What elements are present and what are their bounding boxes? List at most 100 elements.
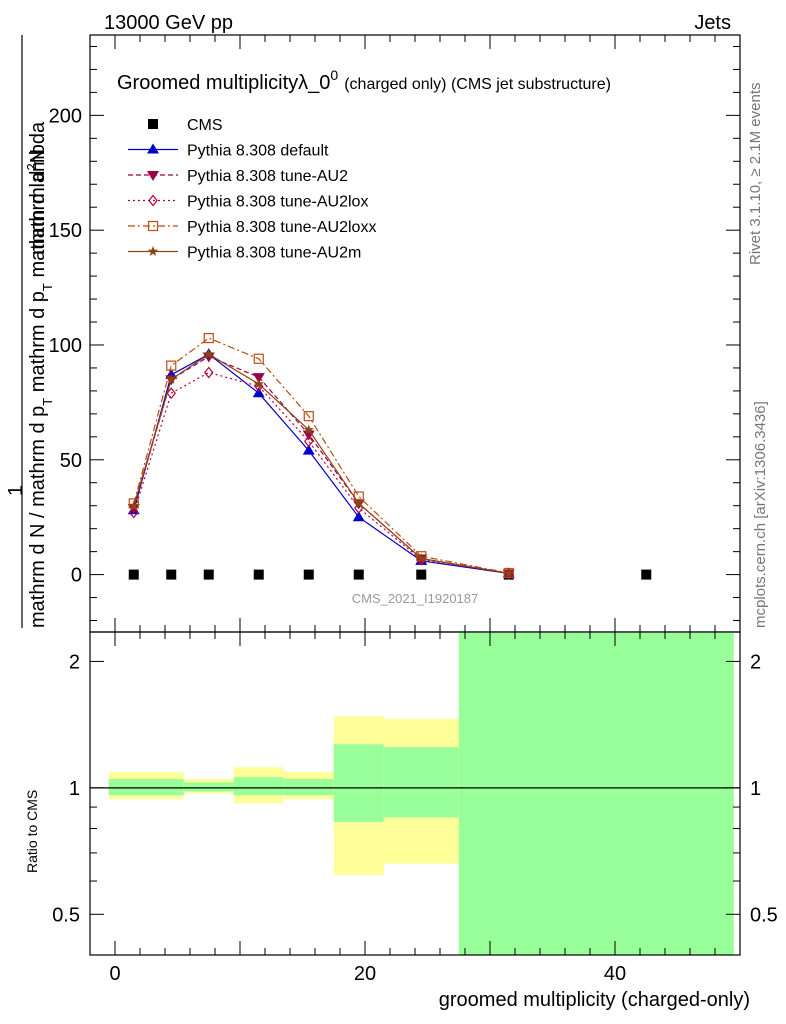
data-point [166, 360, 177, 371]
x-tick-label: 20 [354, 963, 376, 985]
data-point [203, 348, 214, 359]
ylabel-denominator: mathrm d N / mathrm d pT mathrm d pT mat… [27, 121, 55, 628]
legend-marker [147, 171, 159, 181]
plot-title: Groomed multiplicityλ_00 (charged only) (… [117, 67, 611, 94]
legend-marker [147, 143, 159, 154]
data-point [503, 567, 514, 578]
legend-label: Pythia 8.308 tune-AU2m [187, 245, 361, 262]
ratio-plot-panel: 0.5 0.51 12 20 20 40 Ratio to CMS groomed mul… [24, 631, 778, 1011]
legend-marker [147, 246, 159, 256]
ratio-bands [108, 632, 734, 955]
data-point [253, 569, 264, 580]
series-line [133, 353, 509, 574]
data-point [166, 373, 177, 384]
rivet-label: Rivet 3.1.10, ≥ 2.1M events [747, 83, 764, 266]
ylabel-numerator: mathrm d2N [24, 149, 49, 255]
ylabel-top: 1 [5, 485, 27, 496]
ratio-y-tick-label-right: 2 [750, 651, 761, 673]
legend-marker [147, 220, 159, 232]
series-5 [128, 348, 514, 578]
x-axis-label: groomed multiplicity (charged-only) [439, 989, 750, 1011]
data-point [353, 497, 364, 508]
main-y-axis-label: 1 mathrm d2N mathrm d N / mathrm d pT ma… [5, 35, 55, 628]
plot-title-main: Groomed multiplicityλ_0 [117, 72, 330, 94]
process-label: Jets [694, 12, 731, 34]
data-point [127, 504, 140, 515]
ratio-y-tick-label-right: 0.5 [750, 904, 778, 926]
legend-label: Pythia 8.308 tune-AU2loxx [187, 219, 376, 236]
stat-band [233, 777, 284, 796]
ylabel-den-sub2: T [40, 283, 55, 291]
x-tick-label: 40 [604, 963, 626, 985]
watermark: CMS_2021_I1920187 [352, 591, 479, 606]
collision-label: 13000 GeV pp [104, 12, 233, 34]
main-y-ticks: 0 50 100 150 200 [49, 45, 740, 622]
y-tick-label: 100 [49, 335, 82, 357]
data-point [353, 569, 364, 580]
series-line [133, 337, 509, 574]
y-tick-label: 50 [60, 450, 82, 472]
plot-title-tail: (charged only) (CMS jet substructure) [344, 76, 611, 93]
data-point [302, 444, 315, 455]
data-point [253, 353, 264, 364]
data-point [352, 511, 365, 522]
ratio-y-tick-label-right: 1 [750, 778, 761, 800]
ylabel-den-text: mathrm d N / mathrm d p [27, 406, 49, 628]
ratio-y-label: Ratio to CMS [24, 790, 40, 873]
data-point [416, 569, 427, 580]
series-line [133, 371, 509, 574]
data-point [303, 411, 314, 422]
data-point [128, 500, 139, 511]
stat-band [108, 778, 184, 796]
y-tick-label: 150 [49, 220, 82, 242]
ylabel-num-text: mathrm d [27, 171, 49, 255]
data-point [303, 424, 314, 435]
y-tick-label: 0 [71, 565, 82, 587]
stat-band [283, 778, 334, 796]
series-line [133, 355, 509, 574]
data-point [252, 373, 265, 384]
stat-band [458, 632, 734, 955]
ratio-y-tick-label: 1 [69, 778, 80, 800]
data-point [203, 332, 214, 344]
legend-label: Pythia 8.308 tune-AU2lox [187, 194, 368, 211]
data-point [303, 435, 314, 448]
ylabel-den-sub: T [40, 398, 55, 406]
stat-band [183, 782, 234, 792]
data-point [416, 553, 427, 563]
legend-label: CMS [187, 117, 223, 134]
ratio-y-tick-label: 2 [69, 651, 80, 673]
data-point [128, 506, 139, 519]
legend: CMS Pythia 8.308 default Pythia 8.308 tune… [128, 117, 376, 262]
ylabel-num-sup: 2 [24, 163, 39, 170]
ylabel-den-tail: mathrm d p [27, 291, 49, 398]
data-point [203, 569, 214, 580]
data-point [253, 378, 264, 389]
stat-band [333, 744, 384, 822]
stat-band [383, 747, 459, 818]
series-1 [127, 348, 515, 578]
data-point [166, 569, 177, 580]
ylabel-den-tail2: mathrm d lambda [27, 121, 49, 283]
main-plot-panel: 0 50 100 150 200 CMS_2021_I1920187 Groomed m… [49, 34, 741, 633]
ylabel-num-tail: N [27, 149, 49, 163]
x-tick-label: 0 [109, 963, 120, 985]
main-x-ticks [114, 35, 716, 632]
data-point [203, 366, 214, 379]
legend-label: Pythia 8.308 tune-AU2 [187, 168, 348, 185]
legend-marker [148, 194, 158, 207]
ratio-ticks: 0.5 0.51 12 20 20 40 [52, 632, 778, 985]
data-point [202, 352, 215, 363]
series-0 [128, 569, 652, 580]
series-3 [128, 366, 514, 580]
data-point [303, 569, 314, 580]
series-layer [127, 332, 652, 580]
ratio-y-tick-label: 0.5 [52, 904, 80, 926]
ratio-plot-frame [89, 631, 741, 956]
legend-marker [148, 119, 158, 129]
plot-title-sup: 0 [330, 67, 338, 83]
y-tick-label: 200 [49, 105, 82, 127]
data-point [641, 569, 652, 580]
series-line [133, 353, 509, 574]
